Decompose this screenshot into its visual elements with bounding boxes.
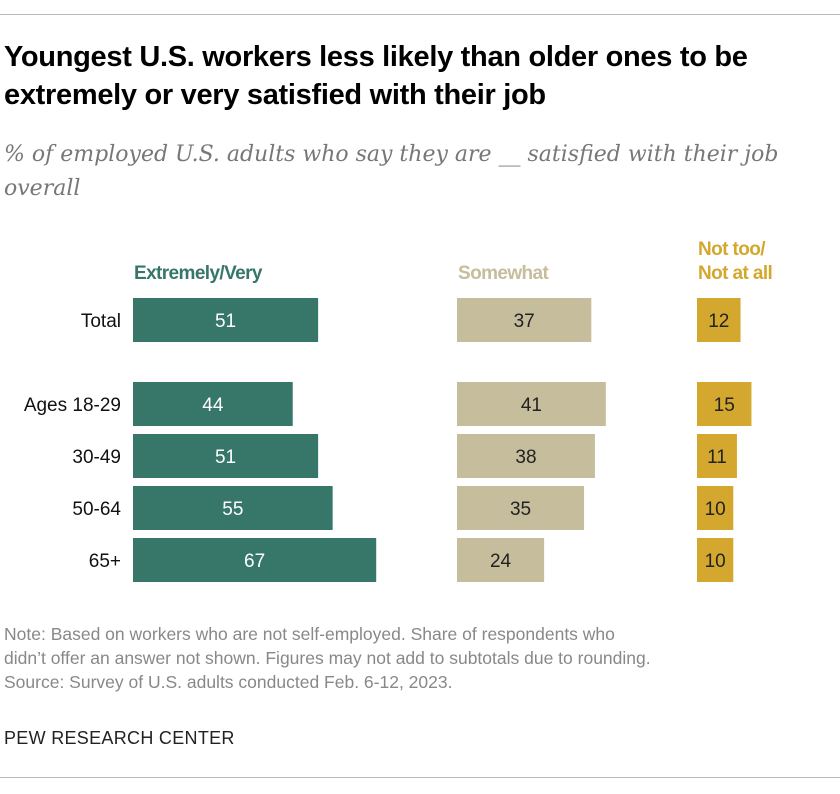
bar-2 (697, 486, 734, 530)
data-label: 55 (222, 499, 243, 520)
bar-2 (697, 538, 734, 582)
header-line-1: Not too/ (698, 239, 766, 260)
chart-subtitle: % of employed U.S. adults who say they a… (4, 142, 779, 201)
data-label: 44 (202, 395, 224, 416)
brand-logo-text: PEW RESEARCH CENTER (4, 728, 235, 748)
chart-title: Youngest U.S. workers less likely than o… (4, 41, 748, 111)
notes: Note: Based on workers who are not self-… (4, 622, 839, 694)
bar-0 (133, 538, 377, 582)
data-label: 11 (707, 447, 727, 468)
bar-0 (133, 486, 333, 530)
bar-1 (457, 434, 595, 478)
data-label: 51 (215, 311, 236, 332)
data-label: 67 (244, 551, 265, 572)
source-line: Source: Survey of U.S. adults conducted … (4, 672, 453, 692)
data-label: 24 (490, 551, 512, 572)
bar-1 (457, 382, 606, 426)
data-label: 15 (714, 395, 735, 416)
bar-0 (133, 382, 293, 426)
header-line-2: Not at all (698, 263, 773, 284)
bar-0 (133, 298, 319, 342)
top-rule (0, 14, 840, 15)
data-label: 35 (510, 499, 531, 520)
data-label: 51 (215, 447, 236, 468)
bar-1 (457, 298, 592, 342)
data-label: 41 (521, 395, 542, 416)
header-not-too-not-at-all: Not too/ Not at all (698, 238, 773, 286)
data-label: 10 (705, 551, 726, 572)
note-line: didn’t offer an answer not shown. Figure… (4, 648, 651, 668)
category-label: 30-49 (72, 447, 121, 468)
note-line: Note: Based on workers who are not self-… (4, 624, 615, 644)
bar-0 (133, 434, 319, 478)
data-label: 10 (705, 499, 726, 520)
category-label: Total (81, 311, 121, 332)
data-label: 12 (708, 311, 729, 332)
bar-2 (697, 298, 741, 342)
data-label: 37 (514, 311, 535, 332)
category-label: 50-64 (72, 499, 121, 520)
bar-2 (697, 434, 737, 478)
bottom-rule (0, 777, 840, 778)
category-label: Ages 18-29 (24, 395, 121, 416)
bar-1 (457, 486, 585, 530)
bar-plot: Total 51 37 12 Ages 18-29 44 41 15 30-49 51 38 11 50… (24, 298, 752, 582)
header-somewhat: Somewhat (458, 263, 549, 284)
category-label: 65+ (89, 551, 121, 572)
header-extremely-very: Extremely/Very (134, 263, 262, 284)
bar-2 (697, 382, 752, 426)
bar-1 (457, 538, 545, 582)
data-label: 38 (515, 447, 536, 468)
